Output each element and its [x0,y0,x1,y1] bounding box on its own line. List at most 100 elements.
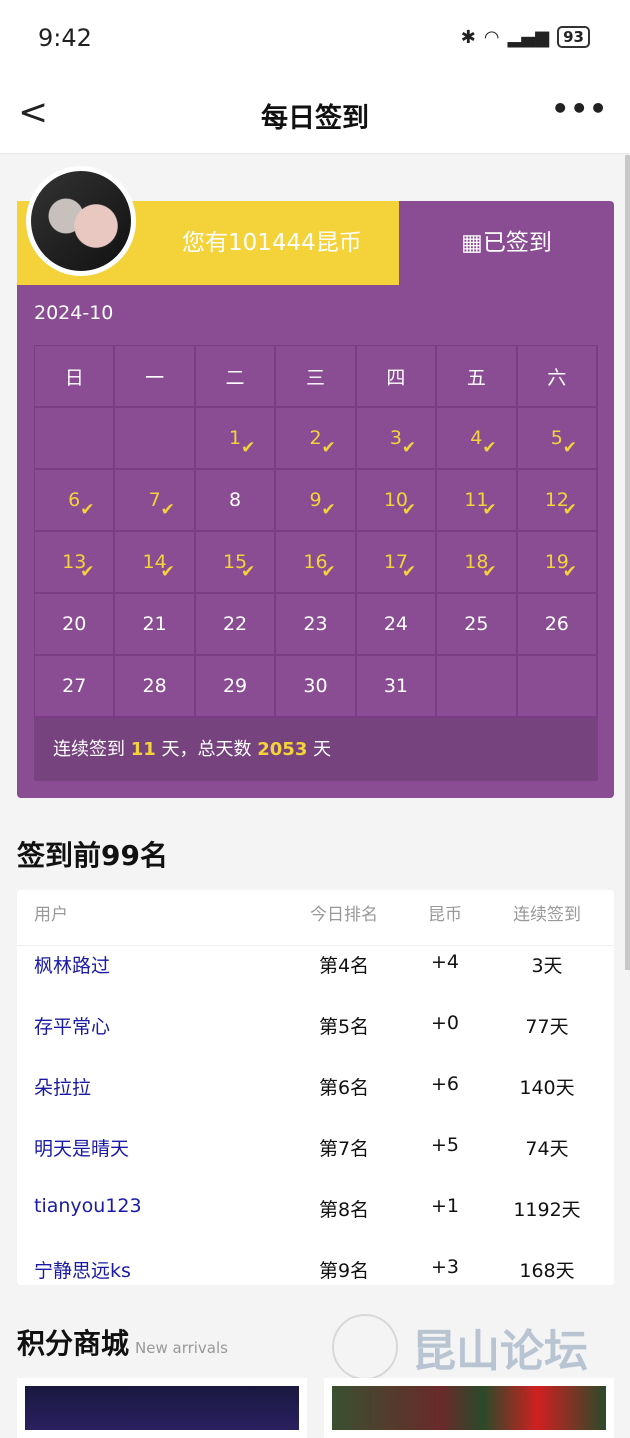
calendar-day[interactable]: 1 ✔ [195,408,277,470]
day-number: 28 [142,675,167,697]
calendar-day[interactable]: 5 ✔ [517,408,598,470]
day-number: 10 [383,489,409,511]
calendar-day[interactable]: 28 [115,656,196,718]
streak-cell: 3天 [531,955,563,977]
empty-cell [517,656,598,718]
total-count: 2053 [257,739,308,760]
logo-icon [332,1314,398,1380]
day-number: 12 [544,489,569,511]
table-row: 宁静思远ks 第9名 +3 168天 [17,1238,614,1285]
scrollbar[interactable] [625,155,630,970]
user-link[interactable]: tianyou123 [34,1195,142,1217]
weekday-header: 一 [115,346,196,408]
calendar-day[interactable]: 3 ✔ [356,408,438,470]
shop-title-text: 积分商城 [17,1327,130,1360]
calendar-day[interactable]: 21 [115,594,196,656]
weekday-header: 四 [356,346,438,408]
shop-title: 积分商城 New arrivals [17,1322,228,1362]
nav-bar: < 每日签到 ••• [0,78,630,154]
day-number: 30 [303,675,328,697]
check-icon: ✔ [482,438,497,458]
check-icon: ✔ [401,500,417,520]
calendar-day[interactable]: 24 [356,594,438,656]
calendar-day[interactable]: 20 [35,594,116,656]
calendar-day[interactable]: 26 [517,594,598,656]
day-number: 15 [222,551,248,573]
day-number: 4 [470,427,483,449]
user-link[interactable]: 枫林路过 [34,955,111,977]
user-link[interactable]: 宁静思远ks [34,1260,131,1282]
calendar-day[interactable]: 16 ✔ [276,532,357,594]
day-number: 11 [464,489,489,511]
coins-cell: +3 [430,1256,460,1278]
weekday-header: 三 [276,346,357,408]
day-number: 17 [383,551,409,573]
calendar-day[interactable]: 22 [195,594,277,656]
calendar-day[interactable]: 15 ✔ [195,532,277,594]
product-card[interactable] [17,1378,307,1438]
month-label: 2024-10 [34,302,114,324]
weekday-header: 五 [437,346,518,408]
day-number: 7 [148,489,161,511]
day-number: 31 [383,675,409,697]
watermark-text: 昆山论坛 [412,1326,588,1377]
calendar-day[interactable]: 7 ✔ [115,470,196,532]
calendar-day[interactable]: 14 ✔ [115,532,196,594]
calendar-day[interactable]: 27 [35,656,116,718]
streak-cell: 140天 [519,1077,575,1099]
calendar-day[interactable]: 12 ✔ [517,470,598,532]
user-link[interactable]: 朵拉拉 [34,1077,92,1099]
day-number: 2 [309,427,322,449]
product-image [332,1386,606,1430]
coins-cell: +6 [430,1073,460,1095]
day-number: 20 [62,613,87,635]
user-link[interactable]: 存平常心 [34,1016,111,1038]
calendar-day[interactable]: 31 [356,656,438,718]
calendar-day[interactable]: 25 [437,594,518,656]
watermark-logo: 昆山论坛 [332,1314,588,1380]
empty-cell [437,656,518,718]
calendar-day[interactable]: 13 ✔ [35,532,116,594]
day-number: 6 [68,489,81,511]
calendar-day[interactable]: 19 ✔ [517,532,598,594]
day-number: 1 [229,427,242,449]
back-button[interactable]: < [18,92,49,133]
calendar-day[interactable]: 6 ✔ [35,470,116,532]
day-number: 16 [303,551,328,573]
streak-cell: 168天 [519,1260,575,1282]
more-button[interactable]: ••• [551,92,608,125]
product-card[interactable] [324,1378,614,1438]
day-number: 23 [303,613,328,635]
shop-subtitle: New arrivals [135,1339,228,1357]
calendar-day[interactable]: 4 ✔ [437,408,518,470]
ranking-table: 用户 今日排名 昆币 连续签到 枫林路过 第4名 +4 3天 存平常心 第5名 +0 77天朵… [17,890,614,1285]
check-icon: ✔ [321,438,336,458]
calendar-day[interactable]: 18 ✔ [437,532,518,594]
calendar-day[interactable]: 11 ✔ [437,470,518,532]
user-link[interactable]: 明天是晴天 [34,1138,130,1160]
day-number: 22 [222,613,248,635]
check-icon: ✔ [562,500,578,520]
day-number: 14 [142,551,167,573]
col-rank: 今日排名 [310,905,378,925]
avatar [26,166,136,276]
calendar-day[interactable]: 10 ✔ [356,470,438,532]
calendar-icon: ▦ [461,230,483,256]
check-icon: ✔ [562,438,578,458]
weekday-header: 二 [195,346,277,408]
calendar-day[interactable]: 17 ✔ [356,532,438,594]
calendar-day[interactable]: 8 [195,470,277,532]
signed-button[interactable]: ▦已签到 [399,201,614,285]
empty-cell [115,408,196,470]
table-row: tianyou123 第8名 +1 1192天 [17,1177,614,1238]
calendar-day[interactable]: 23 [276,594,357,656]
check-icon: ✔ [160,500,175,520]
weekday-header: 六 [517,346,598,408]
calendar-day[interactable]: 9 ✔ [276,470,357,532]
rank-cell: 第8名 [318,1199,370,1221]
calendar-day[interactable]: 30 [276,656,357,718]
calendar-day[interactable]: 29 [195,656,277,718]
calendar-day[interactable]: 2 ✔ [276,408,357,470]
day-number: 13 [62,551,87,573]
check-icon: ✔ [241,562,256,582]
